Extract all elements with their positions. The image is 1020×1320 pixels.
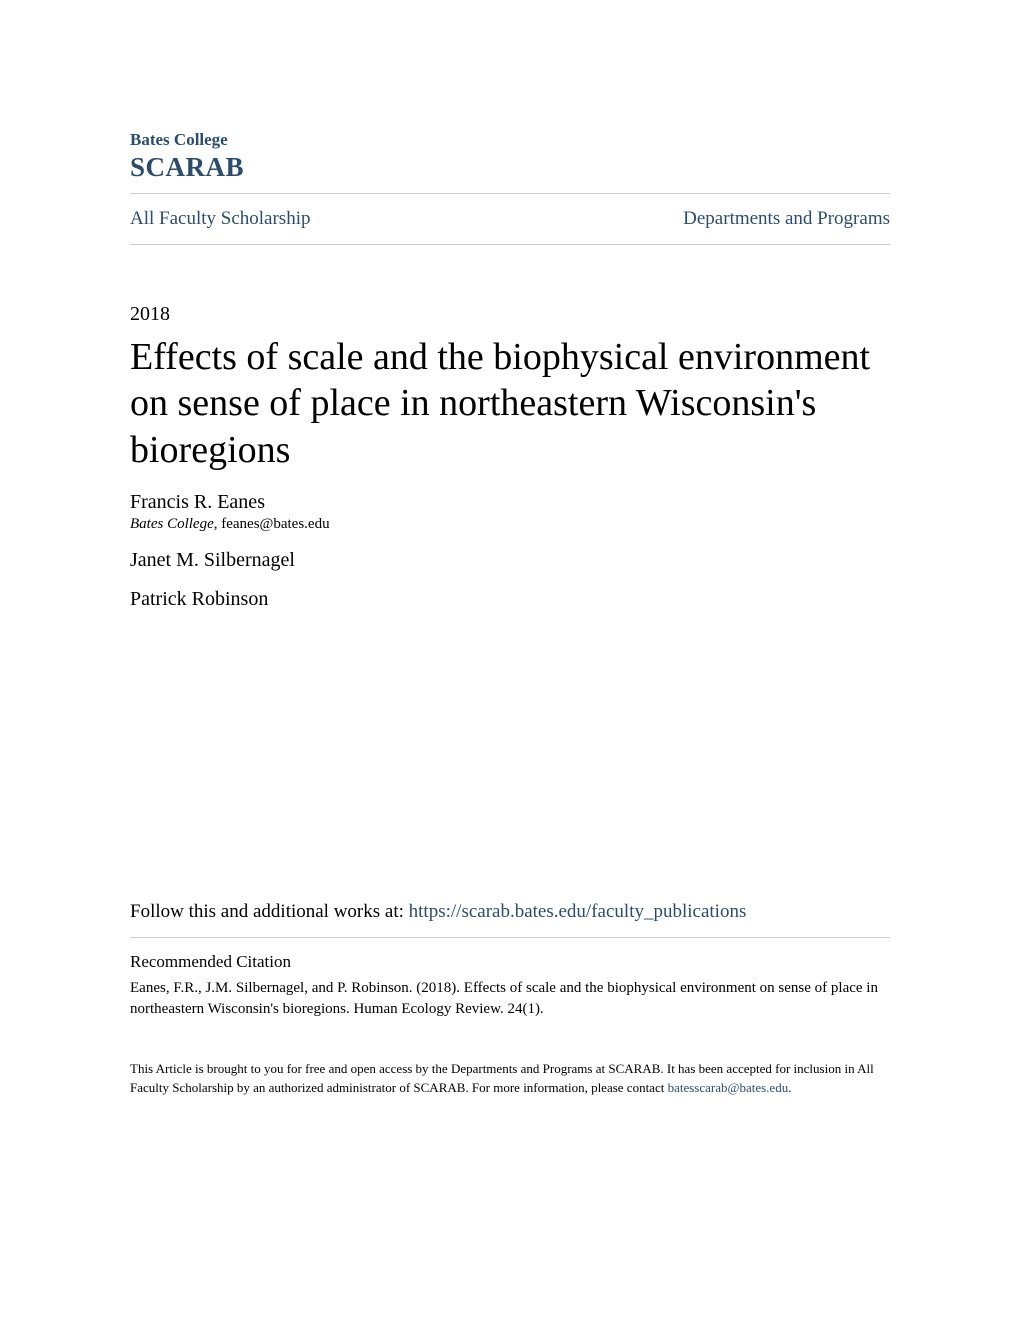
institution-name[interactable]: Bates College (130, 130, 890, 150)
author-name: Janet M. Silbernagel (130, 549, 890, 572)
author-block-2: Janet M. Silbernagel (130, 549, 890, 572)
follow-section: Follow this and additional works at: htt… (130, 901, 890, 937)
author-institution: Bates College (130, 516, 214, 532)
author-name: Francis R. Eanes (130, 491, 890, 514)
author-block-3: Patrick Robinson (130, 588, 890, 611)
repository-name[interactable]: SCARAB (130, 152, 890, 183)
author-block-1: Francis R. Eanes Bates College, feanes@b… (130, 491, 890, 533)
follow-prefix: Follow this and additional works at: (130, 901, 409, 922)
follow-divider (130, 937, 890, 938)
author-affiliation: Bates College, feanes@bates.edu (130, 516, 890, 533)
publication-year: 2018 (130, 303, 890, 326)
footer-contact-email[interactable]: batesscarab@bates.edu (668, 1080, 789, 1095)
citation-section: Recommended Citation Eanes, F.R., J.M. S… (130, 952, 890, 1020)
author-name: Patrick Robinson (130, 588, 890, 611)
footer-access-statement: This Article is brought to you for free … (130, 1060, 890, 1098)
citation-text: Eanes, F.R., J.M. Silbernagel, and P. Ro… (130, 978, 890, 1020)
nav-divider (130, 244, 890, 245)
article-title: Effects of scale and the biophysical env… (130, 334, 890, 473)
follow-link[interactable]: https://scarab.bates.edu/faculty_publica… (409, 901, 747, 922)
citation-heading: Recommended Citation (130, 952, 890, 972)
repository-header: Bates College SCARAB (130, 130, 890, 183)
nav-link-collection[interactable]: All Faculty Scholarship (130, 208, 310, 230)
footer-text-after: . (788, 1080, 791, 1095)
nav-link-departments[interactable]: Departments and Programs (683, 208, 890, 230)
breadcrumb-nav: All Faculty Scholarship Departments and … (130, 194, 890, 244)
author-email: feanes@bates.edu (221, 516, 329, 532)
